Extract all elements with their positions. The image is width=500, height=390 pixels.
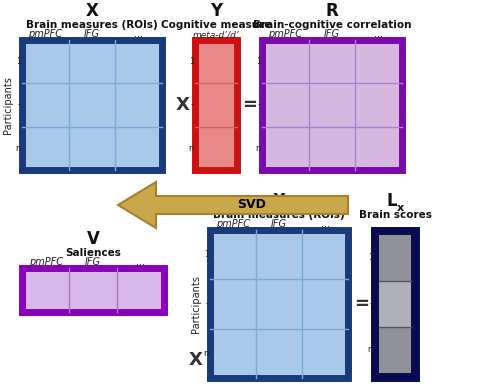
Text: 1: 1 [256,57,261,66]
Text: ...: ... [136,257,145,267]
Text: pmPFC: pmPFC [28,257,62,267]
Text: -: - [191,101,194,110]
Bar [195,40,237,170]
Text: Brain-cognitive correlation: Brain-cognitive correlation [253,20,411,30]
Text: =: = [354,295,370,313]
Bar [379,235,411,281]
Text: Brain scores: Brain scores [358,210,432,220]
Text: ...: ... [320,219,330,229]
Text: pmPFC: pmPFC [28,29,62,39]
Text: 1: 1 [368,254,373,262]
Text: Cognitive measure: Cognitive measure [161,20,271,30]
Text: 1: 1 [204,250,209,259]
Text: IFG: IFG [84,29,100,39]
Text: -: - [258,101,261,110]
Text: pmPFC: pmPFC [216,219,250,229]
Text: Brain measures (ROIs): Brain measures (ROIs) [26,20,158,30]
Text: X: X [176,96,190,114]
Text: Participants: Participants [191,275,201,333]
Text: Brain measures (ROIs): Brain measures (ROIs) [213,210,345,220]
Text: X: X [86,2,98,20]
Text: n: n [256,144,261,153]
Text: L: L [386,192,398,210]
Polygon shape [118,182,348,228]
Bar [379,327,411,373]
Text: n: n [204,349,209,358]
Text: 1: 1 [189,57,194,66]
Bar [22,40,162,170]
Text: IFG: IFG [85,257,101,267]
Text: n: n [188,144,194,153]
Text: V: V [86,230,100,248]
Text: X: X [189,351,203,369]
Bar [262,40,402,170]
Text: 1: 1 [16,57,21,66]
Text: meta-d’/d’: meta-d’/d’ [192,30,240,39]
Text: X: X [272,192,285,210]
Text: pmPFC: pmPFC [268,29,302,39]
Text: Y: Y [210,2,222,20]
Bar [379,281,411,327]
Text: =: = [242,96,258,114]
Text: ...: ... [134,29,143,39]
Text: -: - [206,300,209,308]
Bar [374,230,416,378]
Text: x: x [396,203,404,213]
Bar [210,230,348,378]
Text: -: - [370,300,373,308]
Text: ...: ... [374,29,383,39]
Text: n: n [16,144,21,153]
Bar [22,268,164,312]
Text: n: n [368,346,373,355]
Text: IFG: IFG [324,29,340,39]
Text: SVD: SVD [238,199,266,211]
Text: -: - [18,101,21,110]
Text: Participants: Participants [3,76,13,134]
Text: R: R [326,2,338,20]
Text: IFG: IFG [271,219,287,229]
Text: Saliences: Saliences [65,248,121,258]
